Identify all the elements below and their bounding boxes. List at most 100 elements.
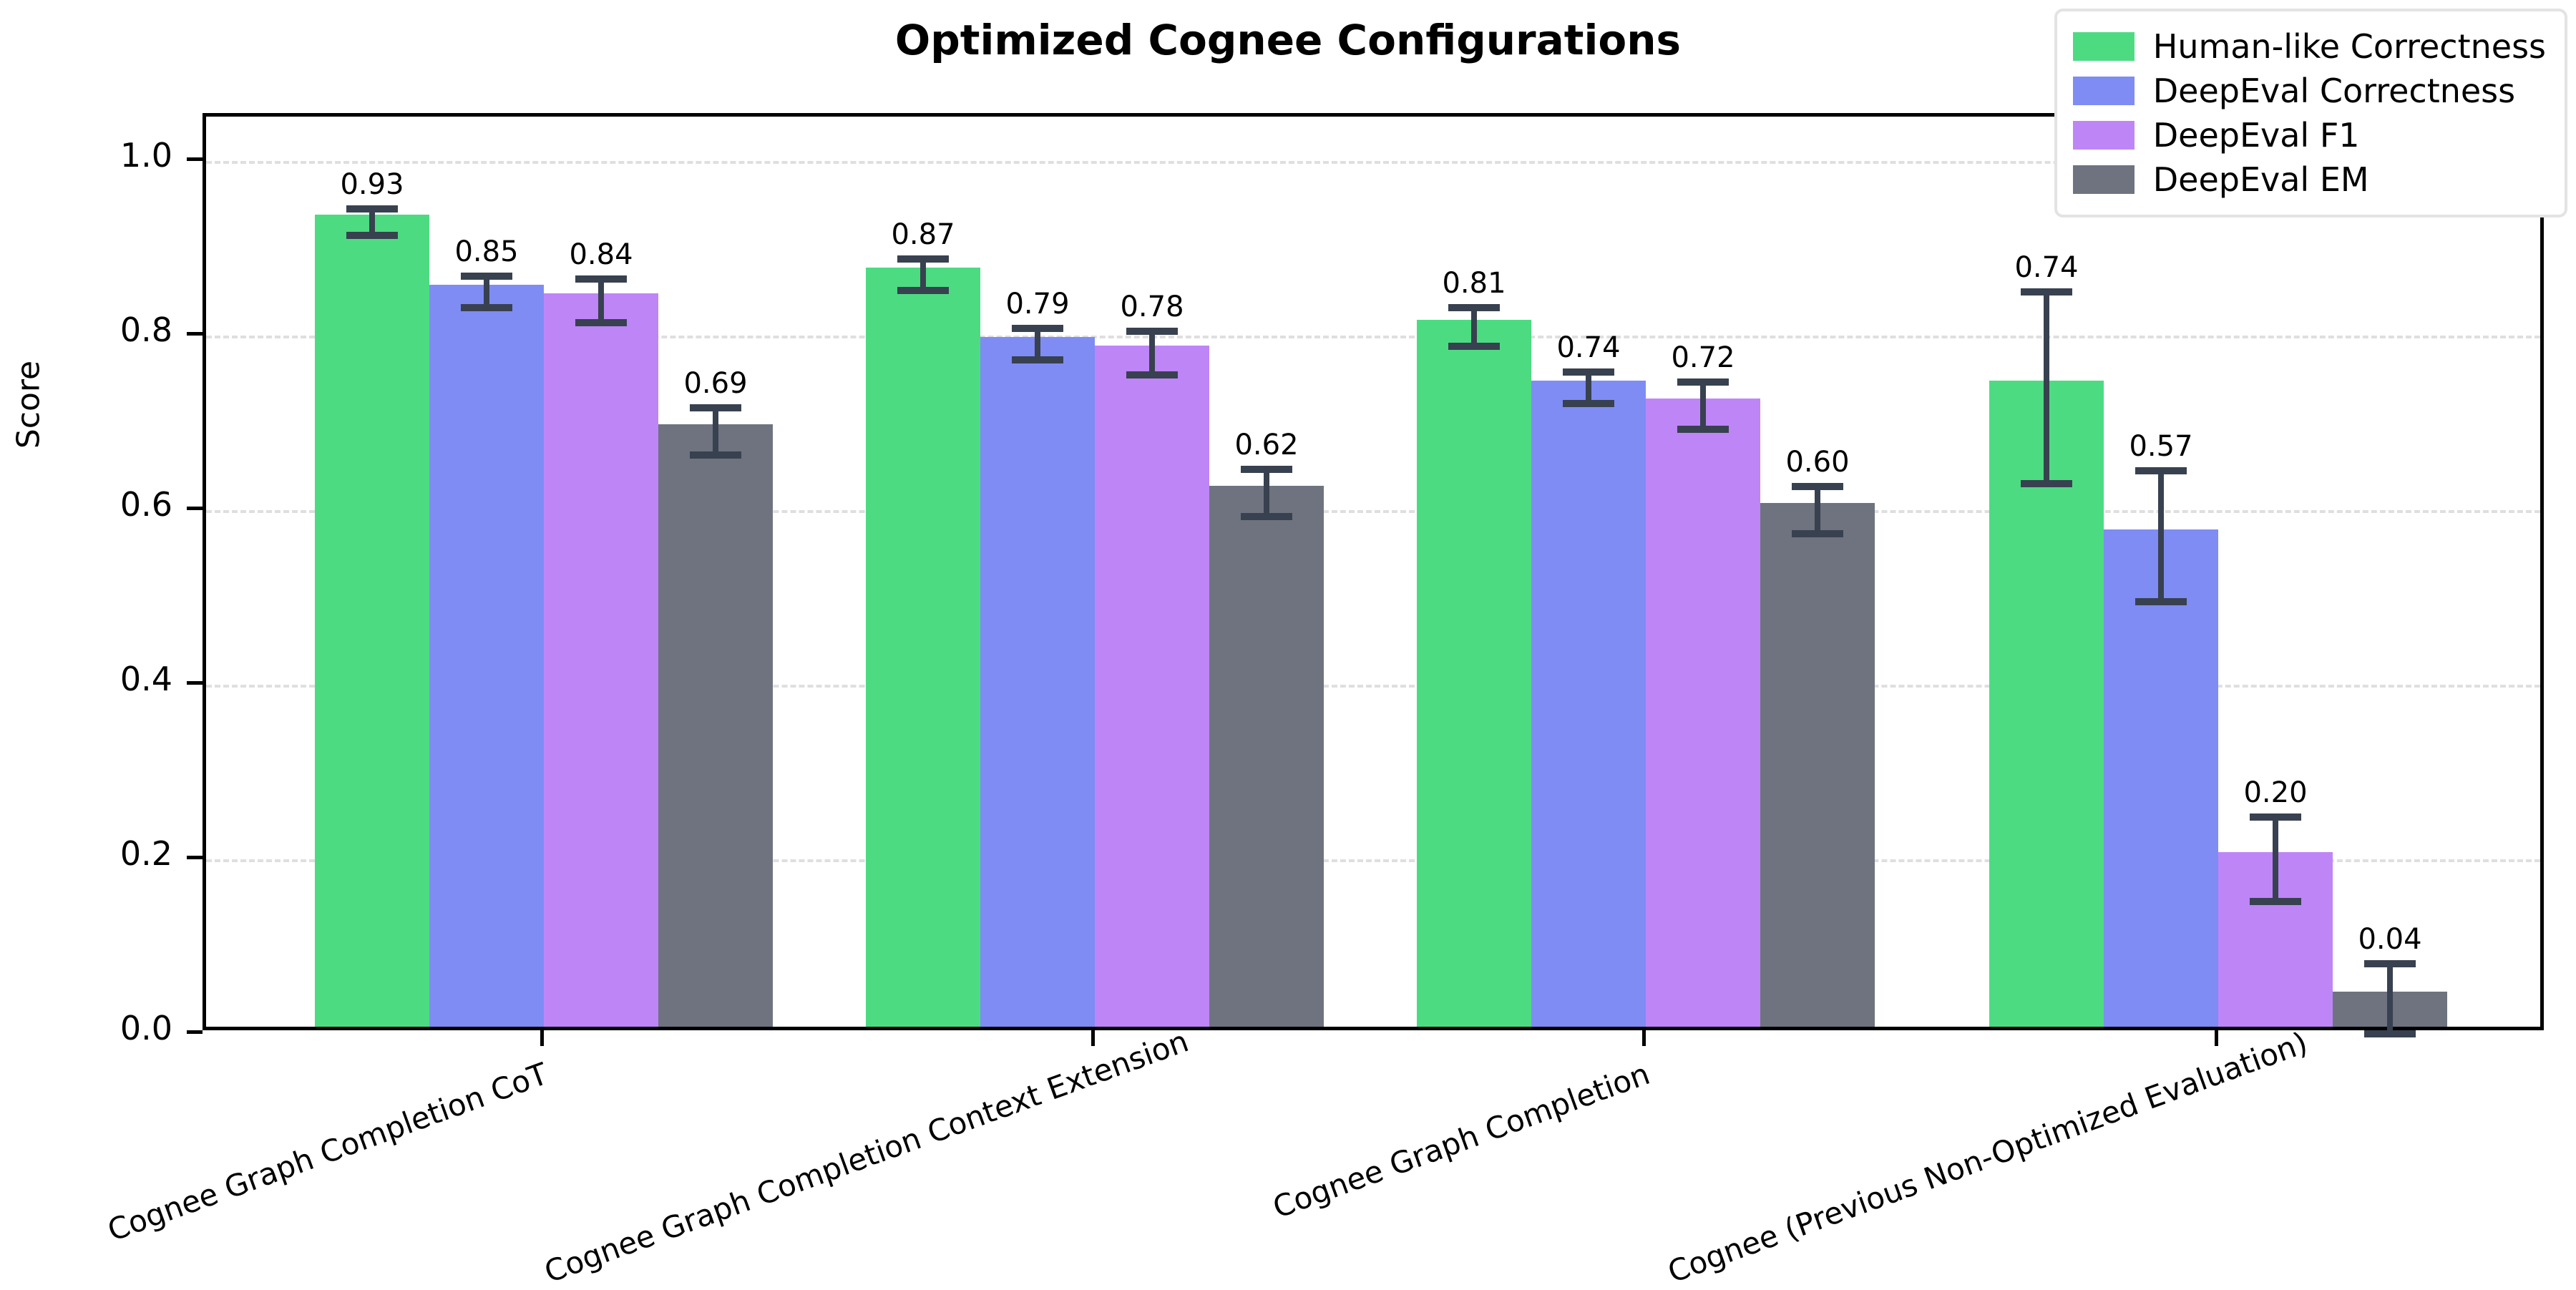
bar-value-label: 0.04 — [2358, 923, 2422, 957]
bar[interactable] — [315, 215, 429, 1027]
error-bar-cap-lower — [1677, 425, 1729, 433]
error-bar-line — [1471, 307, 1477, 346]
chart-legend: Human-like Correctness DeepEval Correctne… — [2054, 9, 2567, 218]
error-bar-cap-lower — [575, 318, 627, 326]
bar[interactable] — [1531, 381, 1646, 1027]
legend-color-swatch — [2072, 32, 2135, 61]
bar[interactable] — [1095, 346, 1209, 1027]
error-bar-cap-lower — [461, 303, 512, 311]
bar[interactable] — [980, 337, 1095, 1027]
chart-title: Optimized Cognee Configurations — [894, 16, 1682, 64]
bar[interactable] — [1760, 503, 1875, 1027]
error-bar-line — [2387, 964, 2393, 1034]
error-bar-cap-lower — [1126, 371, 1178, 378]
error-bar-cap-upper — [1012, 325, 1063, 333]
bar[interactable] — [544, 293, 658, 1027]
bar-value-label: 0.84 — [569, 238, 633, 271]
error-bar-cap-lower — [2021, 480, 2072, 488]
y-axis-tick-label: 0.0 — [119, 1009, 172, 1047]
bar-value-label: 0.79 — [1005, 288, 1070, 321]
error-bar-line — [369, 209, 375, 235]
error-bar-cap-lower — [1012, 356, 1063, 364]
error-bar-cap-upper — [690, 404, 741, 412]
plot-area: 0.93 0.87 0.81 0.74 0.85 0.79 0.74 0.57 0.84 0.78… — [203, 113, 2544, 1037]
error-bar-cap-upper — [897, 255, 949, 263]
y-axis-tick-mark — [187, 157, 203, 161]
error-bar-cap-upper — [1448, 303, 1500, 311]
bar[interactable] — [1646, 398, 1760, 1027]
error-bar-cap-lower — [2135, 598, 2187, 606]
bar-value-label: 0.62 — [1234, 428, 1299, 461]
y-axis-tick-label: 1.0 — [119, 136, 172, 175]
error-bar-cap-lower — [2250, 897, 2301, 905]
x-axis-tick-mark — [540, 1030, 544, 1046]
error-bar-line — [1149, 331, 1155, 375]
bar-value-label: 0.93 — [340, 168, 404, 202]
error-bar-cap-upper — [1677, 378, 1729, 386]
error-bar-line — [484, 276, 489, 308]
error-bar-cap-lower — [2364, 1030, 2416, 1037]
bar[interactable] — [866, 267, 980, 1027]
legend-item-label: DeepEval Correctness — [2152, 72, 2516, 110]
x-axis-tick-label: Cognee (Previous Non-Optimized Evaluatio… — [1663, 1025, 2313, 1290]
bar[interactable] — [1209, 485, 1324, 1027]
y-axis-tick-mark — [187, 332, 203, 336]
legend-item[interactable]: DeepEval EM — [2072, 157, 2546, 202]
error-bar-cap-upper — [2135, 467, 2187, 475]
legend-item-label: DeepEval F1 — [2152, 116, 2360, 155]
error-bar-line — [598, 278, 604, 323]
bar[interactable] — [1989, 381, 2104, 1027]
bar-value-label: 0.78 — [1120, 290, 1184, 323]
bar-value-label: 0.60 — [1785, 446, 1850, 479]
error-bar-cap-upper — [1241, 465, 1292, 473]
error-bar-line — [1586, 372, 1591, 404]
error-bar-line — [1700, 381, 1706, 429]
error-bar-line — [2158, 471, 2164, 602]
error-bar-cap-lower — [1563, 400, 1614, 408]
error-bar-line — [1264, 469, 1269, 517]
legend-color-swatch — [2072, 165, 2135, 194]
error-bar-line — [1035, 328, 1040, 361]
y-axis-tick-mark — [187, 507, 203, 510]
gridline — [206, 161, 2540, 164]
error-bar-line — [920, 258, 926, 290]
legend-item-label: Human-like Correctness — [2152, 27, 2546, 66]
error-bar-cap-lower — [1792, 529, 1843, 537]
error-bar-cap-lower — [346, 231, 398, 239]
bar[interactable] — [429, 285, 544, 1027]
error-bar-cap-upper — [575, 275, 627, 283]
y-axis-tick-label: 0.6 — [119, 485, 172, 524]
error-bar-line — [1815, 487, 1820, 534]
gridline — [206, 859, 2540, 862]
error-bar-cap-lower — [690, 451, 741, 459]
x-axis-tick-mark — [2215, 1030, 2218, 1046]
error-bar-cap-upper — [2021, 288, 2072, 295]
error-bar-cap-upper — [461, 273, 512, 280]
bar[interactable] — [658, 424, 773, 1027]
error-bar-cap-lower — [1448, 342, 1500, 350]
gridline — [206, 685, 2540, 688]
gridline — [206, 510, 2540, 513]
legend-item[interactable]: DeepEval Correctness — [2072, 69, 2546, 113]
bar[interactable] — [2104, 529, 2218, 1027]
error-bar-line — [2273, 817, 2278, 901]
x-axis-tick-label: Cognee Graph Completion CoT — [103, 1056, 552, 1249]
x-axis-tick-label: Cognee Graph Completion — [1268, 1056, 1654, 1226]
legend-item[interactable]: Human-like Correctness — [2072, 24, 2546, 69]
y-axis-tick-label: 0.4 — [119, 660, 172, 698]
error-bar-cap-upper — [1126, 327, 1178, 335]
error-bar-cap-upper — [1563, 368, 1614, 376]
y-axis-tick-mark — [187, 856, 203, 859]
x-axis-tick-mark — [1091, 1030, 1095, 1046]
error-bar-cap-upper — [2250, 813, 2301, 821]
error-bar-cap-lower — [1241, 512, 1292, 520]
bar-value-label: 0.87 — [891, 218, 955, 251]
bar[interactable] — [1417, 319, 1531, 1027]
gridline — [206, 336, 2540, 338]
y-axis-tick-label: 0.2 — [119, 834, 172, 873]
bar-value-label: 0.72 — [1671, 341, 1735, 374]
y-axis-tick-label: 0.8 — [119, 311, 172, 349]
legend-item[interactable]: DeepEval F1 — [2072, 113, 2546, 157]
bar-value-label: 0.81 — [1442, 266, 1506, 300]
